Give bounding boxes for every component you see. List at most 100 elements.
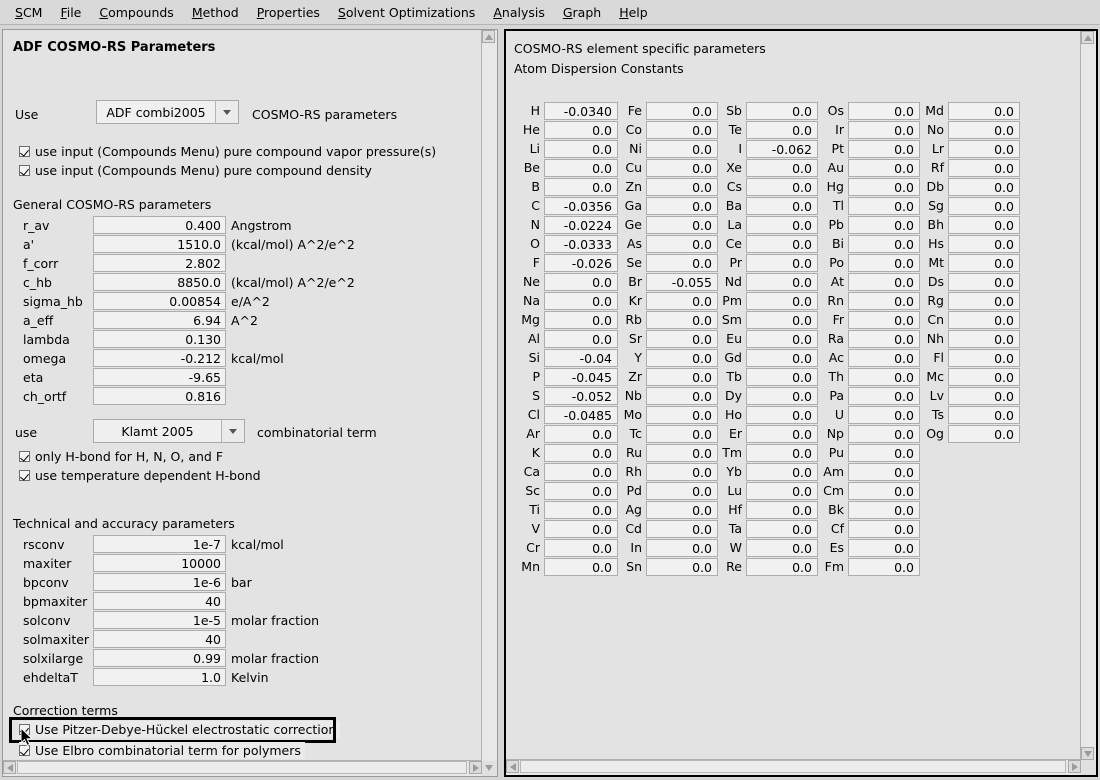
menu-item-analysis[interactable]: Analysis <box>493 4 545 20</box>
element-value-input[interactable]: 0.0 <box>746 405 818 424</box>
element-value-input[interactable]: 0.0 <box>746 272 818 291</box>
scroll-left-button[interactable] <box>506 760 519 773</box>
element-value-input[interactable]: 0.0 <box>848 196 920 215</box>
menu-item-solvent-optimizations[interactable]: Solvent Optimizations <box>337 4 476 20</box>
param-input-bpconv[interactable]: 1e-6 <box>93 573 226 591</box>
element-value-input[interactable]: -0.052 <box>544 386 618 405</box>
element-value-input[interactable]: -0.0340 <box>544 101 618 120</box>
element-value-input[interactable]: 0.0 <box>544 272 618 291</box>
element-value-input[interactable]: 0.0 <box>948 424 1020 443</box>
menu-item-file[interactable]: File <box>60 4 82 20</box>
chevron-down-icon[interactable] <box>215 101 238 123</box>
element-value-input[interactable]: 0.0 <box>544 120 618 139</box>
menu-item-method[interactable]: Method <box>191 4 239 20</box>
scroll-up-button[interactable] <box>1081 31 1094 44</box>
element-value-input[interactable]: 0.0 <box>948 196 1020 215</box>
element-value-input[interactable]: -0.04 <box>544 348 618 367</box>
element-value-input[interactable]: 0.0 <box>848 443 920 462</box>
menu-item-graph[interactable]: Graph <box>562 4 602 20</box>
param-input-solmaxiter[interactable]: 40 <box>93 630 226 648</box>
element-value-input[interactable]: 0.0 <box>746 101 818 120</box>
param-input-r_av[interactable]: 0.400 <box>93 216 226 234</box>
element-value-input[interactable]: 0.0 <box>848 329 920 348</box>
scroll-left-button[interactable] <box>3 761 16 774</box>
horizontal-scroll-thumb[interactable] <box>17 761 467 774</box>
param-input-sigma_hb[interactable]: 0.00854 <box>93 292 226 310</box>
element-value-input[interactable]: 0.0 <box>646 120 718 139</box>
element-value-input[interactable]: 0.0 <box>544 158 618 177</box>
element-value-input[interactable]: 0.0 <box>746 234 818 253</box>
element-value-input[interactable]: 0.0 <box>646 500 718 519</box>
element-value-input[interactable]: 0.0 <box>948 367 1020 386</box>
element-value-input[interactable]: 0.0 <box>948 310 1020 329</box>
element-value-input[interactable]: 0.0 <box>848 557 920 576</box>
parameters-set-combobox[interactable]: ADF combi2005 <box>96 100 239 124</box>
menu-item-properties[interactable]: Properties <box>256 4 320 20</box>
element-value-input[interactable]: 0.0 <box>646 101 718 120</box>
menu-item-help[interactable]: Help <box>619 4 648 20</box>
element-value-input[interactable]: 0.0 <box>646 158 718 177</box>
element-value-input[interactable]: 0.0 <box>646 291 718 310</box>
element-value-input[interactable]: 0.0 <box>544 481 618 500</box>
element-value-input[interactable]: 0.0 <box>646 310 718 329</box>
element-value-input[interactable]: -0.062 <box>746 139 818 158</box>
element-value-input[interactable]: 0.0 <box>948 253 1020 272</box>
checkbox-indicator[interactable] <box>19 470 30 481</box>
element-value-input[interactable]: 0.0 <box>646 538 718 557</box>
input-checkbox-row-1[interactable]: use input (Compounds Menu) pure compound… <box>19 162 372 179</box>
checkbox-indicator[interactable] <box>19 724 30 735</box>
element-value-input[interactable]: 0.0 <box>848 101 920 120</box>
element-value-input[interactable]: -0.026 <box>544 253 618 272</box>
scroll-right-button[interactable] <box>1068 760 1081 773</box>
element-value-input[interactable]: 0.0 <box>746 367 818 386</box>
input-checkbox-row-0[interactable]: use input (Compounds Menu) pure compound… <box>19 143 436 160</box>
param-input-omega[interactable]: -0.212 <box>93 349 226 367</box>
param-input-lambda[interactable]: 0.130 <box>93 330 226 348</box>
element-value-input[interactable]: -0.0356 <box>544 196 618 215</box>
left-panel-horizontal-scrollbar[interactable] <box>3 760 482 776</box>
element-value-input[interactable]: 0.0 <box>746 443 818 462</box>
element-value-input[interactable]: 0.0 <box>848 139 920 158</box>
element-value-input[interactable]: 0.0 <box>746 291 818 310</box>
scroll-up-button[interactable] <box>482 30 495 43</box>
element-value-input[interactable]: 0.0 <box>746 158 818 177</box>
element-value-input[interactable]: 0.0 <box>848 158 920 177</box>
hbond-checkbox-row-0[interactable]: only H-bond for H, N, O, and F <box>19 448 223 465</box>
correction-checkbox-row-0[interactable]: Use Pitzer-Debye-Hückel electrostatic co… <box>19 721 341 738</box>
param-input-solconv[interactable]: 1e-5 <box>93 611 226 629</box>
hbond-checkbox-row-1[interactable]: use temperature dependent H-bond <box>19 467 261 484</box>
checkbox-indicator[interactable] <box>19 165 30 176</box>
element-value-input[interactable]: 0.0 <box>848 291 920 310</box>
element-value-input[interactable]: 0.0 <box>544 329 618 348</box>
element-value-input[interactable]: 0.0 <box>848 367 920 386</box>
element-value-input[interactable]: 0.0 <box>746 557 818 576</box>
element-value-input[interactable]: 0.0 <box>646 139 718 158</box>
horizontal-scroll-thumb[interactable] <box>520 760 1066 773</box>
element-value-input[interactable]: 0.0 <box>948 177 1020 196</box>
checkbox-indicator[interactable] <box>19 146 30 157</box>
element-value-input[interactable]: -0.0485 <box>544 405 618 424</box>
element-value-input[interactable]: 0.0 <box>544 557 618 576</box>
element-value-input[interactable]: 0.0 <box>848 120 920 139</box>
element-value-input[interactable]: 0.0 <box>544 310 618 329</box>
param-input-a'[interactable]: 1510.0 <box>93 235 226 253</box>
param-input-maxiter[interactable]: 10000 <box>93 554 226 572</box>
element-value-input[interactable]: 0.0 <box>948 291 1020 310</box>
element-value-input[interactable]: 0.0 <box>848 481 920 500</box>
element-value-input[interactable]: 0.0 <box>746 481 818 500</box>
element-value-input[interactable]: 0.0 <box>544 177 618 196</box>
element-value-input[interactable]: 0.0 <box>646 424 718 443</box>
element-value-input[interactable]: 0.0 <box>544 500 618 519</box>
element-value-input[interactable]: 0.0 <box>544 462 618 481</box>
element-value-input[interactable]: 0.0 <box>948 386 1020 405</box>
chevron-down-icon[interactable] <box>221 420 244 442</box>
element-value-input[interactable]: 0.0 <box>848 405 920 424</box>
element-value-input[interactable]: -0.0333 <box>544 234 618 253</box>
element-value-input[interactable]: 0.0 <box>848 215 920 234</box>
param-input-rsconv[interactable]: 1e-7 <box>93 535 226 553</box>
param-input-a_eff[interactable]: 6.94 <box>93 311 226 329</box>
element-value-input[interactable]: 0.0 <box>848 177 920 196</box>
element-value-input[interactable]: 0.0 <box>746 215 818 234</box>
element-value-input[interactable]: -0.0224 <box>544 215 618 234</box>
element-value-input[interactable]: 0.0 <box>948 405 1020 424</box>
